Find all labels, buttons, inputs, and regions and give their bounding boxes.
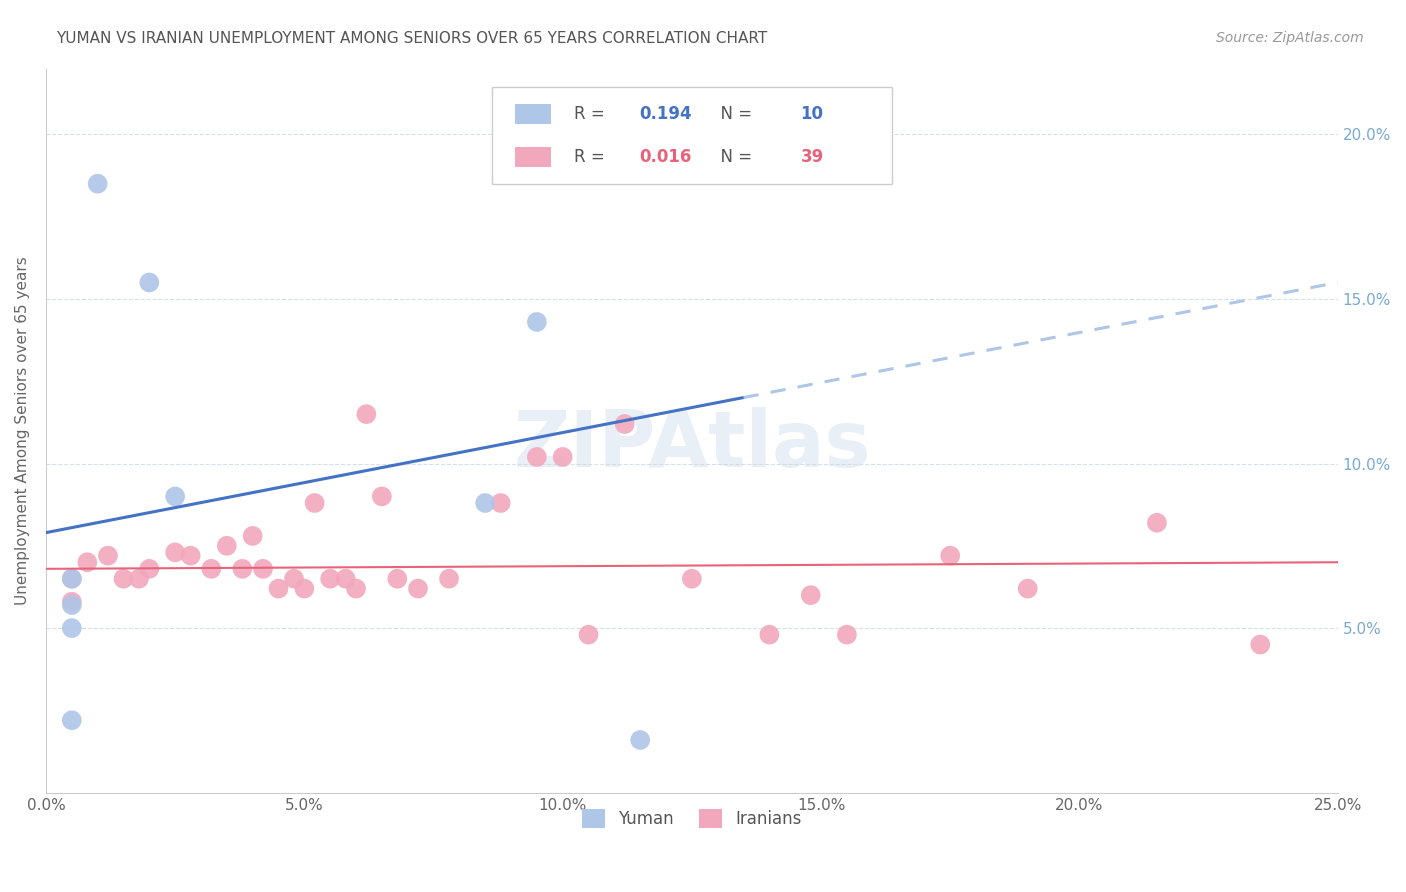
Point <box>97 549 120 563</box>
Point <box>681 572 703 586</box>
Point <box>406 582 429 596</box>
Point <box>60 572 83 586</box>
Point <box>180 549 202 563</box>
Point <box>304 496 326 510</box>
Point <box>551 450 574 464</box>
Point <box>319 572 342 586</box>
Point <box>231 562 253 576</box>
Point <box>835 628 858 642</box>
Point <box>489 496 512 510</box>
Point <box>283 572 305 586</box>
Point <box>628 733 651 747</box>
Point <box>356 407 378 421</box>
Point <box>1146 516 1168 530</box>
Point <box>335 572 357 586</box>
Point <box>76 555 98 569</box>
Point <box>252 562 274 576</box>
Point <box>1249 638 1271 652</box>
Point <box>526 315 548 329</box>
Point <box>758 628 780 642</box>
Point <box>128 572 150 586</box>
Point <box>344 582 367 596</box>
Point <box>138 562 160 576</box>
Point <box>526 450 548 464</box>
Point <box>474 496 496 510</box>
Text: 0.016: 0.016 <box>638 148 692 166</box>
Y-axis label: Unemployment Among Seniors over 65 years: Unemployment Among Seniors over 65 years <box>15 256 30 605</box>
Point <box>437 572 460 586</box>
Bar <box>515 147 551 167</box>
Text: N =: N = <box>710 105 758 123</box>
Point <box>138 276 160 290</box>
Text: R =: R = <box>574 148 610 166</box>
Point <box>60 572 83 586</box>
Point <box>387 572 409 586</box>
Point <box>939 549 962 563</box>
Text: Source: ZipAtlas.com: Source: ZipAtlas.com <box>1216 31 1364 45</box>
Point <box>800 588 823 602</box>
Point <box>242 529 264 543</box>
Text: N =: N = <box>710 148 758 166</box>
Point <box>1017 582 1039 596</box>
Bar <box>492 87 891 185</box>
Point <box>578 628 600 642</box>
Point <box>613 417 636 431</box>
Point <box>371 490 394 504</box>
Text: YUMAN VS IRANIAN UNEMPLOYMENT AMONG SENIORS OVER 65 YEARS CORRELATION CHART: YUMAN VS IRANIAN UNEMPLOYMENT AMONG SENI… <box>56 31 768 46</box>
Point <box>200 562 222 576</box>
Text: 39: 39 <box>800 148 824 166</box>
Legend: Yuman, Iranians: Yuman, Iranians <box>575 803 808 835</box>
Point <box>60 595 83 609</box>
Text: 10: 10 <box>800 105 824 123</box>
Point <box>215 539 238 553</box>
Point <box>60 621 83 635</box>
Point <box>112 572 135 586</box>
Point <box>292 582 315 596</box>
Point <box>60 598 83 612</box>
Point <box>86 177 108 191</box>
Text: R =: R = <box>574 105 610 123</box>
Text: 0.194: 0.194 <box>638 105 692 123</box>
Bar <box>515 103 551 124</box>
Point <box>267 582 290 596</box>
Point <box>60 713 83 727</box>
Text: ZIPAtlas: ZIPAtlas <box>513 407 870 483</box>
Point <box>165 490 187 504</box>
Point <box>165 545 187 559</box>
